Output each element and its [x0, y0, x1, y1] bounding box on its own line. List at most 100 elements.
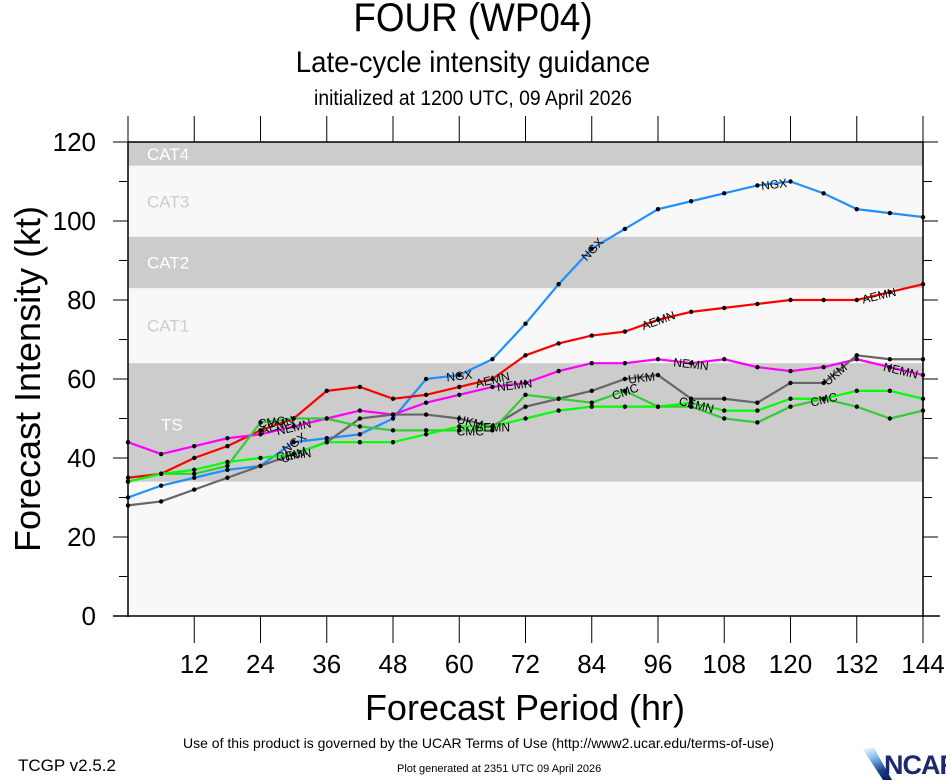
- data-point-ukm: [788, 380, 793, 386]
- series-label-ngx: NGX: [446, 368, 473, 385]
- series-label-text: NEMN: [496, 376, 533, 394]
- data-point-cmc: [490, 428, 495, 433]
- data-point-aemn: [523, 353, 528, 358]
- data-point-cmc: [722, 416, 727, 421]
- data-point-aemn: [357, 384, 363, 390]
- intensity-chart: TS CAT1 CAT2 CAT3 CAT4 0 20 40 60 80 100 120 12 24 36…: [7, 116, 945, 728]
- y-tick-label: 0: [82, 601, 96, 631]
- x-tick-label: 132: [835, 649, 878, 679]
- y-tick-label: 80: [67, 285, 96, 315]
- data-point-ukm: [225, 475, 230, 480]
- data-point-cemn: [887, 388, 893, 394]
- data-point-cmc: [523, 392, 528, 397]
- x-tick-label: 72: [511, 649, 540, 679]
- x-tick-label: 108: [703, 649, 746, 679]
- data-point-nemn: [225, 436, 230, 441]
- data-point-cmc: [920, 408, 926, 413]
- data-point-nemn: [258, 432, 263, 437]
- data-point-nemn: [125, 440, 131, 445]
- data-point-ngx: [324, 436, 329, 441]
- data-point-ngx: [158, 483, 164, 488]
- data-point-cemn: [556, 408, 561, 413]
- data-point-aemn: [192, 455, 197, 461]
- series-label-text: CEMN: [475, 420, 510, 434]
- series-label-text: NGX: [446, 368, 473, 385]
- data-point-cemn: [357, 440, 363, 445]
- data-point-cemn: [788, 396, 793, 401]
- data-point-aemn: [688, 309, 694, 315]
- data-point-ukm: [920, 357, 926, 362]
- data-point-cmc: [887, 416, 893, 421]
- data-point-cemn: [622, 404, 628, 409]
- data-point-ukm: [357, 416, 363, 421]
- x-tick-label: 84: [577, 649, 606, 679]
- data-point-aemn: [854, 297, 859, 303]
- data-point-ukm: [258, 463, 263, 469]
- data-point-cmc: [390, 428, 396, 433]
- data-point-cmc: [423, 428, 429, 433]
- series-label-cmc: CMC: [457, 424, 485, 438]
- data-point-cemn: [920, 396, 926, 401]
- data-point-ukm: [688, 396, 694, 401]
- data-point-ngx: [423, 376, 429, 382]
- data-point-ukm: [722, 396, 727, 401]
- data-point-aemn: [258, 428, 263, 433]
- data-point-cemn: [490, 424, 495, 429]
- series-label-ukm: UKM: [627, 369, 655, 386]
- data-point-cemn: [722, 408, 727, 413]
- x-tick-label: 36: [312, 649, 341, 679]
- series-label-cmc: CMC: [257, 414, 286, 431]
- data-point-aemn: [722, 305, 727, 311]
- y-tick-label: 40: [67, 443, 96, 473]
- data-point-cmc: [357, 424, 363, 429]
- data-point-aemn: [225, 443, 230, 449]
- data-point-cemn: [324, 440, 329, 445]
- data-point-aemn: [622, 329, 628, 334]
- data-point-nemn: [589, 361, 594, 366]
- data-point-ngx: [556, 282, 561, 287]
- data-point-cemn: [821, 396, 826, 401]
- chart-subtitle: Late-cycle intensity guidance: [295, 46, 651, 79]
- data-point-cemn: [854, 388, 859, 394]
- data-point-ukm: [821, 380, 826, 386]
- data-point-cemn: [192, 467, 197, 473]
- x-tick-label: 12: [180, 649, 209, 679]
- data-point-ngx: [722, 191, 727, 196]
- series-label-text: NEMN: [673, 355, 710, 373]
- data-point-nemn: [423, 400, 429, 405]
- y-tick-label: 60: [67, 364, 96, 394]
- data-point-ukm: [192, 487, 197, 492]
- data-point-aemn: [125, 475, 131, 480]
- data-point-ukm: [589, 388, 594, 394]
- data-point-ukm: [854, 353, 859, 358]
- data-point-cmc: [788, 404, 793, 409]
- data-point-ngx: [125, 495, 131, 500]
- data-point-cemn: [158, 471, 164, 476]
- data-point-ukm: [423, 412, 429, 417]
- data-point-cmc: [291, 416, 296, 421]
- band-cat4: [128, 142, 923, 166]
- data-point-nemn: [192, 443, 197, 449]
- data-point-ukm: [887, 357, 893, 362]
- data-point-nemn: [887, 364, 893, 370]
- data-point-aemn: [821, 297, 826, 303]
- data-point-ngx: [192, 475, 197, 480]
- series-label-nemn: NEMN: [673, 355, 710, 373]
- y-axis-title: Forecast Intensity (kt): [7, 206, 48, 552]
- data-point-cmc: [192, 471, 197, 476]
- series-label-cemn: CEMN: [475, 420, 510, 434]
- axes: 0 20 40 60 80 100 120 12 24 36 48 60 72 84 96 108 120 132…: [53, 116, 945, 679]
- band-label-cat1: CAT1: [147, 317, 189, 336]
- data-point-nemn: [357, 408, 363, 413]
- data-point-nemn: [920, 372, 926, 378]
- generated-time-text: Plot generated at 2351 UTC 09 April 2026: [397, 763, 602, 775]
- data-point-cemn: [423, 432, 429, 437]
- data-point-nemn: [854, 357, 859, 362]
- series-label-cemn: CEMN: [275, 446, 312, 464]
- data-point-cmc: [589, 400, 594, 405]
- data-point-ngx: [655, 206, 661, 212]
- y-tick-label: 100: [53, 206, 96, 236]
- x-tick-label: 120: [769, 649, 812, 679]
- data-point-cmc: [622, 388, 628, 394]
- data-point-cmc: [324, 416, 329, 421]
